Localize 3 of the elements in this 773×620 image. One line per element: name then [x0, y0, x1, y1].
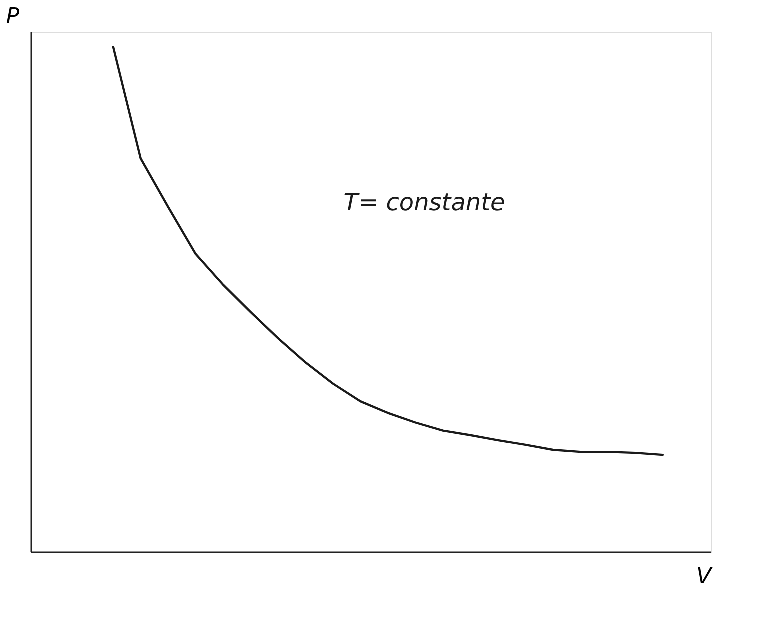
annotation: T= constante: [344, 188, 506, 217]
x-axis-title: V: [696, 564, 714, 590]
y-axis-title: P: [6, 4, 20, 30]
